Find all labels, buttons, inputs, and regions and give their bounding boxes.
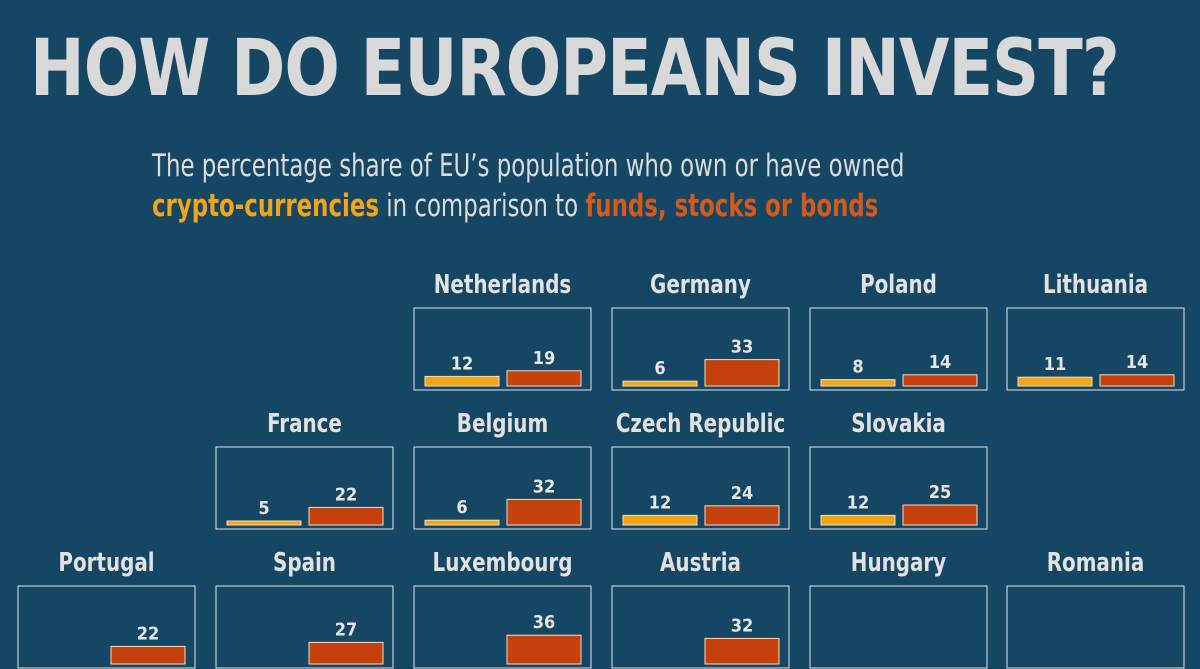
- funds-bar: [704, 359, 780, 387]
- panel-frame: [413, 446, 592, 530]
- mini-bar-chart: 27: [215, 585, 394, 669]
- funds-value-label: 14: [1126, 352, 1149, 373]
- mini-bar-chart: 6 32: [413, 446, 592, 530]
- country-name: Luxembourg: [432, 548, 573, 578]
- country-name: Germany: [650, 270, 751, 300]
- panel-frame: [611, 307, 790, 391]
- crypto-bar: [424, 519, 500, 526]
- funds-value-label: 33: [731, 337, 754, 358]
- funds-bar: [506, 498, 582, 526]
- crypto-bar: [226, 520, 302, 526]
- country-name: Netherlands: [433, 270, 572, 300]
- country-name: Czech Republic: [615, 409, 786, 439]
- country-name: Hungary: [850, 548, 947, 578]
- funds-value-label: 32: [731, 615, 754, 636]
- panel-frame: [215, 446, 394, 530]
- funds-value-label: 22: [335, 484, 358, 505]
- subtitle-funds-legend: funds, stocks or bonds: [585, 188, 879, 225]
- crypto-value-label: 6: [456, 497, 467, 518]
- subtitle-middle: in comparison to: [386, 188, 579, 225]
- panel-frame: [809, 307, 988, 391]
- crypto-value-label: 8: [852, 357, 863, 378]
- crypto-value-label: 12: [649, 492, 672, 513]
- crypto-value-label: 5: [258, 498, 269, 519]
- funds-value-label: 32: [533, 476, 556, 497]
- funds-bar: [902, 504, 978, 526]
- mini-bar-chart: 8 14: [809, 307, 988, 391]
- crypto-bar: [820, 514, 896, 526]
- crypto-value-label: 6: [654, 358, 665, 379]
- subtitle: The percentage share of EU’s population …: [152, 146, 905, 227]
- crypto-bar: [820, 379, 896, 387]
- crypto-bar: [1017, 376, 1093, 387]
- panel-frame: [1006, 307, 1185, 391]
- funds-bar: [1099, 374, 1175, 387]
- mini-bar-chart: 36: [413, 585, 592, 669]
- country-name: Austria: [660, 548, 741, 578]
- funds-value-label: 25: [929, 482, 952, 503]
- country-name: Lithuania: [1042, 270, 1149, 300]
- crypto-bar: [424, 375, 500, 387]
- funds-bar: [308, 641, 384, 665]
- panel-frame: [809, 446, 988, 530]
- mini-bar-chart: 12 25: [809, 446, 988, 530]
- funds-value-label: 24: [731, 483, 754, 504]
- country-name: Slovakia: [851, 409, 946, 439]
- crypto-value-label: 12: [451, 353, 474, 374]
- funds-value-label: 27: [335, 619, 358, 640]
- panel-frame: [611, 446, 790, 530]
- funds-bar: [704, 505, 780, 526]
- crypto-value-label: 12: [847, 492, 870, 513]
- mini-bar-chart: [809, 585, 988, 669]
- mini-bar-chart: [1006, 585, 1185, 669]
- funds-value-label: 36: [533, 612, 556, 633]
- mini-bar-chart: 12 19: [413, 307, 592, 391]
- panel-frame: [809, 585, 988, 669]
- funds-value-label: 19: [533, 348, 556, 369]
- funds-bar: [506, 634, 582, 665]
- panel-frame: [413, 307, 592, 391]
- mini-bar-chart: 22: [17, 585, 196, 669]
- page-title: HOW DO EUROPEANS INVEST?: [30, 24, 1120, 114]
- crypto-bar: [622, 380, 698, 387]
- subtitle-crypto-legend: crypto-currencies: [152, 188, 379, 225]
- subtitle-line-1: The percentage share of EU’s population …: [152, 148, 905, 184]
- mini-bar-chart: 5 22: [215, 446, 394, 530]
- funds-bar: [110, 645, 186, 665]
- panel-frame: [1006, 585, 1185, 669]
- funds-bar: [704, 637, 780, 665]
- crypto-value-label: 11: [1044, 354, 1067, 375]
- mini-bar-chart: 6 33: [611, 307, 790, 391]
- mini-bar-chart: 32: [611, 585, 790, 669]
- country-name: Poland: [860, 270, 937, 300]
- country-name: Belgium: [456, 409, 549, 439]
- funds-value-label: 14: [929, 352, 952, 373]
- country-name: Romania: [1046, 548, 1145, 578]
- mini-bar-chart: 11 14: [1006, 307, 1185, 391]
- funds-bar: [506, 370, 582, 387]
- country-name: France: [267, 409, 342, 439]
- funds-bar: [902, 374, 978, 387]
- country-name: Portugal: [58, 548, 155, 578]
- funds-bar: [308, 506, 384, 526]
- country-name: Spain: [273, 548, 336, 578]
- mini-bar-chart: 12 24: [611, 446, 790, 530]
- funds-value-label: 22: [137, 623, 160, 644]
- crypto-bar: [622, 514, 698, 526]
